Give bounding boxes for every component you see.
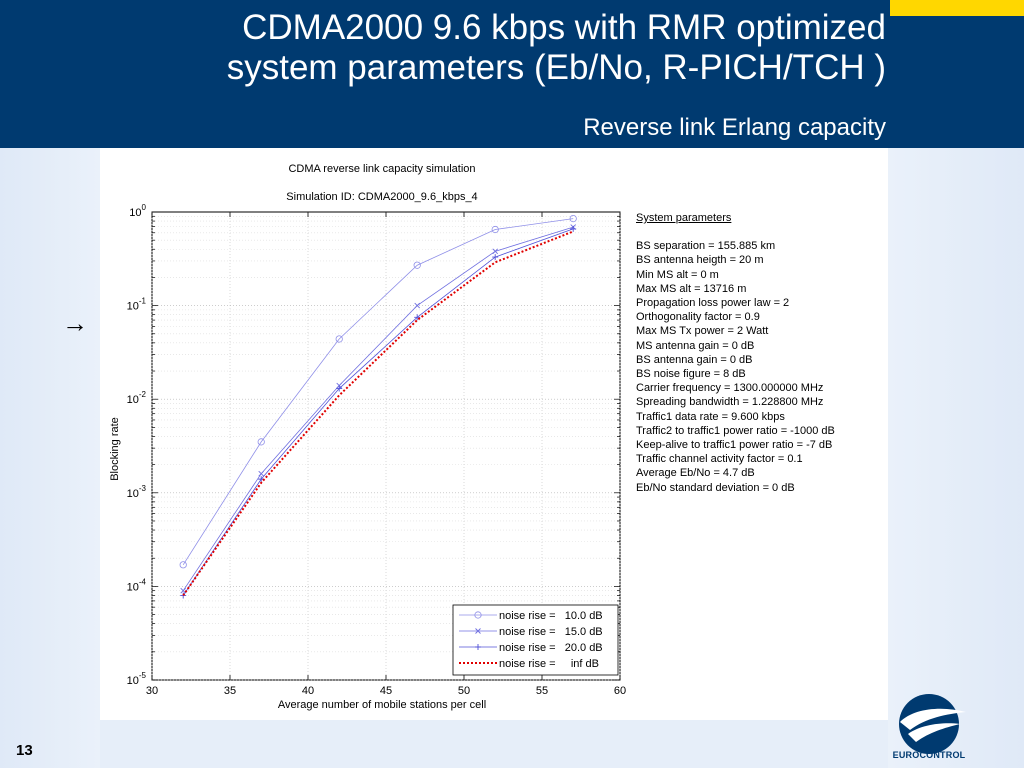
- y-tick-label: 10-1: [127, 297, 147, 313]
- x-tick-label: 60: [614, 685, 626, 697]
- y-tick-label: 100: [129, 203, 146, 219]
- data-point: [491, 225, 499, 234]
- y-axis-label: Blocking rate: [109, 417, 121, 481]
- legend-label: noise rise = 10.0 dB: [499, 610, 603, 622]
- eurocontrol-logo: [899, 694, 966, 754]
- parameter-line: Carrier frequency = 1300.000000 MHz: [636, 382, 824, 395]
- y-tick-label: 10-3: [127, 484, 147, 500]
- x-tick-label: 55: [536, 685, 548, 697]
- parameter-line: Traffic2 to traffic1 power ratio = -1000…: [636, 424, 835, 437]
- header-accent-bar: [890, 0, 1024, 16]
- data-point: [413, 261, 421, 269]
- legend-marker: [475, 628, 481, 634]
- parameter-line: Propagation loss power law = 2: [636, 297, 790, 310]
- parameter-line: BS noise figure = 8 dB: [636, 368, 746, 381]
- legend-marker: [475, 644, 481, 650]
- parameter-line: Min MS alt = 0 m: [636, 268, 719, 281]
- x-axis-label: Average number of mobile stations per ce…: [277, 699, 487, 711]
- series-line: [182, 230, 574, 597]
- data-point: [179, 561, 187, 569]
- parameter-line: BS separation = 155.885 km: [636, 240, 776, 253]
- left-background: [0, 148, 100, 768]
- parameter-line: Max MS alt = 13716 m: [636, 282, 747, 295]
- legend-marker: [474, 611, 482, 619]
- parameter-line: Orthogonality factor = 0.9: [636, 311, 760, 324]
- data-point: [336, 385, 343, 392]
- chart-title: CDMA reverse link capacity simulation: [288, 163, 476, 175]
- data-point: [258, 470, 265, 477]
- right-background: [888, 148, 1024, 768]
- legend-label: noise rise = inf dB: [499, 658, 599, 670]
- series-line: [182, 226, 574, 591]
- logo-wordmark: EUROCONTROL: [892, 750, 966, 760]
- data-point: [257, 438, 265, 446]
- parameter-line: BS antenna heigth = 20 m: [636, 254, 764, 267]
- legend-label: noise rise = 15.0 dB: [499, 626, 603, 638]
- arrow-icon: →: [62, 308, 88, 338]
- y-tick-label: 10-4: [127, 577, 147, 593]
- y-tick-label: 10-5: [127, 671, 147, 687]
- data-point: [570, 225, 577, 232]
- parameter-line: Eb/No standard deviation = 0 dB: [636, 481, 795, 494]
- data-point: [414, 314, 421, 321]
- chart-subtitle: Simulation ID: CDMA2000_9.6_kbps_4: [286, 191, 478, 203]
- legend-label: noise rise = 20.0 dB: [499, 642, 603, 654]
- parameter-line: Max MS Tx power = 2 Watt: [636, 325, 769, 338]
- slide-number: 13: [16, 742, 33, 759]
- slide-header: [0, 0, 1024, 148]
- bottom-background: [100, 720, 888, 768]
- system-parameters: System parameters BS separation = 155.88…: [636, 211, 835, 495]
- data-point: [492, 248, 499, 255]
- parameter-line: Spreading bandwidth = 1.228800 MHz: [636, 396, 824, 409]
- parameter-line: Average Eb/No = 4.7 dB: [636, 467, 755, 480]
- slide-title: CDMA2000 9.6 kbps with RMR optimized sys…: [227, 8, 886, 88]
- x-tick-label: 30: [146, 685, 158, 697]
- slide-title-line-2: system parameters (Eb/No, R-PICH/TCH ): [226, 48, 886, 87]
- data-point: [414, 302, 421, 309]
- data-point: [180, 592, 187, 599]
- y-tick-label: 10-2: [127, 390, 147, 406]
- x-tick-label: 40: [302, 685, 314, 697]
- parameter-line: Traffic1 data rate = 9.600 kbps: [636, 410, 785, 423]
- x-tick-label: 45: [380, 685, 392, 697]
- data-point: [492, 254, 499, 261]
- parameter-line: BS antenna gain = 0 dB: [636, 353, 753, 366]
- data-point: [335, 335, 343, 343]
- x-tick-label: 50: [458, 685, 470, 697]
- parameter-line: Traffic channel activity factor = 0.1: [636, 453, 803, 466]
- slide-title-line-1: CDMA2000 9.6 kbps with RMR optimized: [242, 8, 886, 47]
- slide-subtitle: Reverse link Erlang capacity: [583, 114, 886, 141]
- system-parameters-title: System parameters: [636, 212, 732, 224]
- series-line: [182, 218, 574, 566]
- x-tick-label: 35: [224, 685, 236, 697]
- parameter-line: MS antenna gain = 0 dB: [636, 339, 755, 352]
- data-point: [569, 215, 577, 223]
- parameter-line: Keep-alive to traffic1 power ratio = -7 …: [636, 439, 833, 452]
- series-line: [182, 228, 574, 596]
